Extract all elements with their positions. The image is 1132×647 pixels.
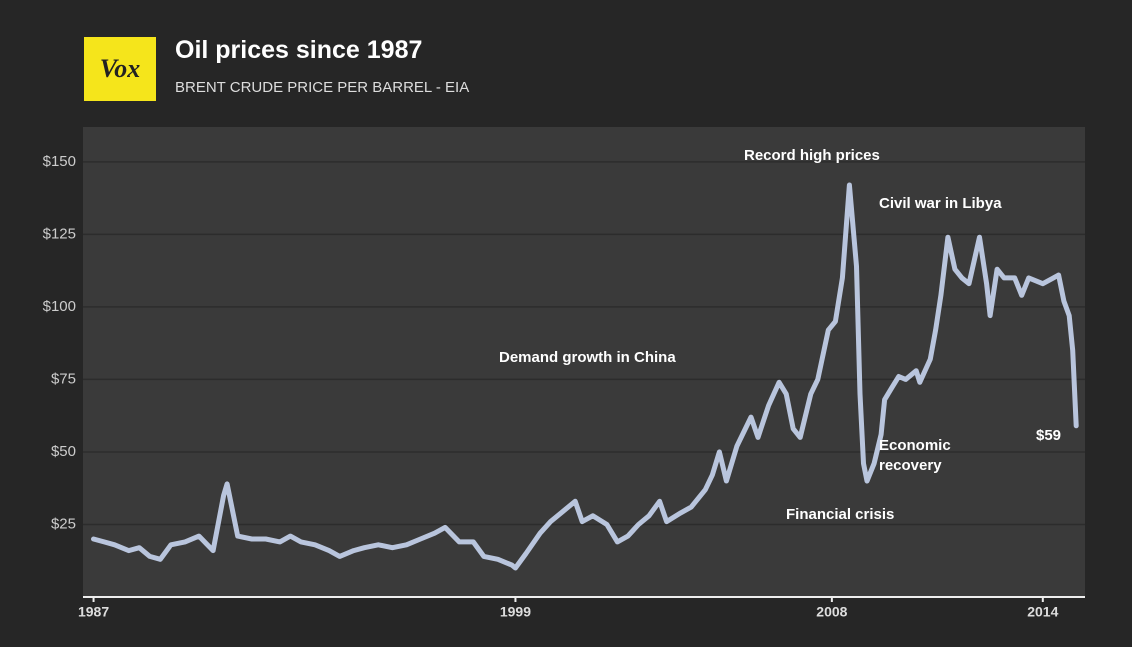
y-tick-label: $125 bbox=[43, 225, 76, 242]
logo: Vox bbox=[84, 37, 156, 101]
chart-subtitle: BRENT CRUDE PRICE PER BARREL - EIA bbox=[175, 79, 470, 96]
y-tick-label: $150 bbox=[43, 153, 76, 170]
annotation: $59 bbox=[1036, 427, 1062, 444]
x-tick-label: 1999 bbox=[500, 604, 531, 620]
y-tick-label: $75 bbox=[51, 370, 76, 387]
annotation: Record high prices bbox=[744, 147, 880, 164]
y-tick-label: $50 bbox=[51, 443, 76, 460]
y-tick-label: $100 bbox=[43, 298, 76, 315]
price-line bbox=[91, 182, 1079, 571]
annotation: Financial crisis bbox=[786, 506, 895, 523]
x-tick-label: 1987 bbox=[78, 604, 109, 620]
y-tick-label: $25 bbox=[51, 515, 76, 532]
annotation: Demand growth in China bbox=[499, 349, 676, 366]
annotation: Economic recovery bbox=[879, 437, 951, 474]
chart-title: Oil prices since 1987 bbox=[175, 36, 423, 64]
x-tick-label: 2008 bbox=[816, 604, 847, 620]
annotation: Civil war in Libya bbox=[879, 195, 1002, 212]
x-tick-label: 2014 bbox=[1027, 604, 1058, 620]
